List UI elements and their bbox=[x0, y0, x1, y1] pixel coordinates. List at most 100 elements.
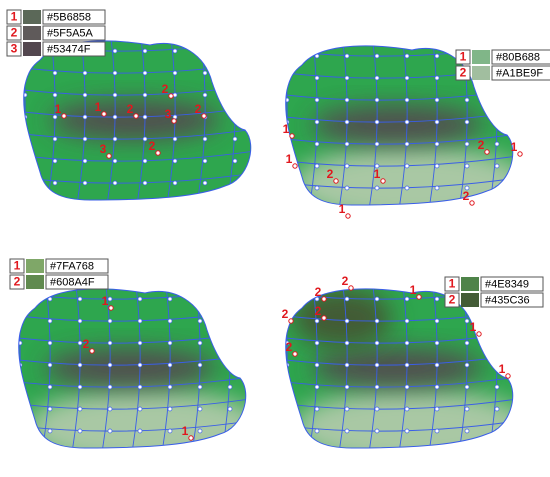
hex-box bbox=[42, 41, 106, 57]
number-box bbox=[444, 276, 460, 292]
mesh-point bbox=[82, 70, 88, 76]
mesh-point bbox=[228, 451, 232, 455]
marker-point bbox=[348, 285, 354, 291]
dark-area bbox=[312, 105, 482, 145]
mesh-line bbox=[23, 128, 251, 140]
marker-point bbox=[101, 111, 107, 117]
mesh-point bbox=[314, 97, 320, 103]
mesh-point bbox=[285, 406, 290, 412]
mesh-point bbox=[172, 70, 178, 76]
marker-point bbox=[292, 351, 298, 357]
mesh-point bbox=[113, 203, 117, 207]
mesh-point bbox=[315, 208, 319, 212]
mesh-point bbox=[23, 158, 28, 164]
marker-point bbox=[292, 163, 298, 169]
mesh-point bbox=[285, 141, 290, 147]
mesh-point bbox=[112, 114, 118, 120]
mesh-point bbox=[404, 141, 410, 147]
mesh-point bbox=[77, 296, 83, 302]
mesh-point bbox=[77, 362, 83, 368]
mesh-point bbox=[227, 296, 233, 302]
swatch-number: 2 bbox=[460, 66, 467, 80]
hex-code: #5B6858 bbox=[47, 11, 91, 23]
mesh-line bbox=[135, 40, 146, 201]
mesh-point bbox=[107, 296, 113, 302]
mesh-point bbox=[404, 296, 410, 302]
marker-point bbox=[380, 178, 386, 184]
mesh-point bbox=[142, 136, 148, 142]
mesh-point bbox=[172, 180, 178, 186]
mesh-point bbox=[314, 141, 320, 147]
mesh-line bbox=[23, 106, 251, 118]
mesh-line bbox=[18, 420, 246, 432]
mesh-point bbox=[52, 136, 58, 142]
mesh-point bbox=[375, 208, 379, 212]
mesh-point bbox=[197, 296, 203, 302]
mesh-point bbox=[314, 119, 320, 125]
swatch-number: 1 bbox=[11, 10, 18, 24]
mesh-point bbox=[344, 406, 350, 412]
marker-point bbox=[333, 178, 339, 184]
mesh-point bbox=[404, 428, 410, 434]
swatch-number: 2 bbox=[14, 275, 21, 289]
mesh-point bbox=[464, 428, 470, 434]
mesh-point bbox=[112, 158, 118, 164]
mesh-point bbox=[198, 451, 202, 455]
mesh-point bbox=[167, 296, 173, 302]
mesh-point bbox=[82, 92, 88, 98]
mesh-point bbox=[232, 114, 238, 120]
hex-box bbox=[480, 292, 544, 308]
mesh-point bbox=[82, 114, 88, 120]
mesh-point bbox=[285, 451, 289, 455]
hex-code: #7FA768 bbox=[50, 260, 94, 272]
mesh-point bbox=[435, 451, 439, 455]
light-area bbox=[292, 145, 513, 206]
mesh-point bbox=[197, 318, 203, 324]
marker-number: 1 bbox=[511, 140, 518, 154]
marker-number: 1 bbox=[374, 167, 381, 181]
mesh-point bbox=[285, 384, 290, 390]
mesh-point bbox=[137, 318, 143, 324]
marker-number: 2 bbox=[127, 102, 134, 116]
number-box bbox=[6, 41, 22, 57]
marker-number: 1 bbox=[286, 152, 293, 166]
mesh-point bbox=[464, 318, 470, 324]
hex-box bbox=[42, 9, 106, 25]
mesh-point bbox=[314, 163, 320, 169]
mesh-point bbox=[202, 136, 208, 142]
mesh-point bbox=[314, 185, 320, 191]
mesh-point bbox=[197, 340, 203, 346]
mesh-point bbox=[227, 362, 233, 368]
swatch-number: 2 bbox=[11, 26, 18, 40]
mesh-point bbox=[495, 208, 499, 212]
mesh-point bbox=[344, 185, 350, 191]
mesh-point bbox=[18, 384, 23, 390]
mesh-point bbox=[495, 451, 499, 455]
mesh-point bbox=[47, 384, 53, 390]
mesh-point bbox=[47, 406, 53, 412]
mesh-point bbox=[52, 158, 58, 164]
mesh-point bbox=[52, 114, 58, 120]
mesh-point bbox=[465, 208, 469, 212]
mesh-point bbox=[232, 70, 238, 76]
mesh-line bbox=[285, 288, 288, 449]
marker-number: 2 bbox=[315, 285, 322, 299]
mesh-point bbox=[404, 163, 410, 169]
swatch bbox=[26, 275, 44, 289]
marker-number: 1 bbox=[95, 100, 102, 114]
swatch-number: 3 bbox=[11, 42, 18, 56]
mesh-point bbox=[197, 406, 203, 412]
marker-point bbox=[345, 213, 351, 219]
mesh-point bbox=[137, 406, 143, 412]
mesh-point bbox=[112, 136, 118, 142]
number-box bbox=[6, 9, 22, 25]
mesh-point bbox=[202, 70, 208, 76]
hex-box bbox=[491, 49, 550, 65]
mesh-point bbox=[374, 318, 380, 324]
hex-box bbox=[45, 274, 109, 290]
marker-number: 2 bbox=[282, 307, 289, 321]
hex-code: #53474F bbox=[47, 43, 91, 55]
marker-number: 2 bbox=[478, 138, 485, 152]
mesh-point bbox=[107, 428, 113, 434]
mesh-point bbox=[434, 340, 440, 346]
